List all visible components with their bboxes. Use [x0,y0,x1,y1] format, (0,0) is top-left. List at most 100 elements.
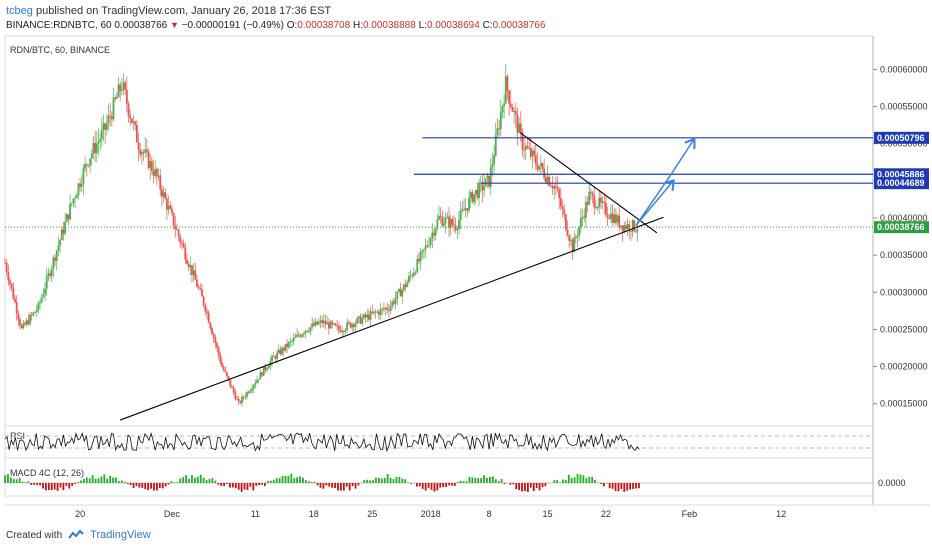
macd-bar [237,483,240,490]
candle-body [326,322,329,325]
candle-body [67,214,70,220]
candle-body [458,219,460,229]
candle-body [154,168,157,176]
candle-body [611,213,614,223]
candle-body [631,220,634,232]
macd-bar [4,475,6,483]
macd-bar [418,483,421,487]
candle-body [566,229,569,236]
macd-bar [483,475,485,483]
x-tick-label-7: 15 [542,509,552,519]
candle-body [508,90,511,104]
candle-body [25,320,28,325]
macd-bar [380,478,383,483]
candle-body [546,176,549,183]
candle-body [344,329,347,332]
candle-body [319,320,322,323]
candle-body [613,214,616,223]
macd-bar [202,477,205,483]
candle-body [469,192,472,198]
candle-body [279,349,282,355]
candle-body [257,379,260,381]
macd-bar [337,483,339,491]
candle-body [448,216,450,228]
candle-body [413,272,415,276]
candle-body [227,376,230,380]
candle-body [184,247,187,260]
candle-body [483,186,485,191]
candle-body [224,370,227,373]
macd-bar [103,474,106,483]
candle-body [130,118,133,123]
candle-body [264,367,267,370]
macd-bar [85,477,88,483]
level-badge-label-0: 0.00050796 [877,133,925,143]
candle-body [399,289,402,297]
candle-body [10,283,13,288]
macd-bar [544,483,547,487]
candle-body [623,225,626,232]
candle-body [620,225,622,228]
macd-bar [182,477,185,483]
macd-bar [474,477,477,483]
candle-body [199,287,202,290]
macd-bar [559,482,561,483]
candle-body [621,225,624,232]
macd-bar [439,483,442,488]
macd-bar [342,483,345,491]
macd-bar [509,483,512,485]
candle-body [266,368,268,370]
candle-body [24,323,26,325]
candle-body [381,308,384,310]
candle-body [428,245,430,247]
candle-body [593,195,596,208]
candle-body [346,322,349,330]
macd-bar [436,483,439,491]
macd-bar [576,473,579,483]
candle-body [578,227,581,237]
tradingview-logo-icon [68,530,84,539]
macd-bar [541,483,544,488]
macd-bar [62,483,65,491]
candle-body [494,135,497,156]
author-name[interactable]: tcbeg [6,5,33,17]
macd-bar [415,483,418,487]
candle-body [491,163,494,168]
macd-label: MACD 4C (12, 26) [10,468,84,478]
macd-bar [579,474,582,483]
macd-bar [471,477,474,483]
macd-bar [503,483,506,485]
rsi-pane: RSI [4,431,873,453]
candle-body [429,238,432,246]
macd-bar [366,479,369,483]
macd-bar [74,483,77,484]
macd-bar [331,483,334,488]
macd-bar [115,477,117,483]
candle-body [100,129,103,140]
macd-bar [68,483,71,489]
candle-body [244,396,247,398]
macd-bar [261,483,263,485]
candle-body [214,337,217,344]
candle-body [72,198,75,204]
candle-body [291,340,294,342]
candle-body [109,115,112,117]
tradingview-brand[interactable]: TradingView [90,529,151,541]
candle-body [4,262,6,264]
macd-bar [340,483,342,491]
candle-body [171,208,173,213]
macd-bar [112,477,114,483]
candle-body [161,189,163,197]
last-price-badge [874,221,929,234]
macd-bar [144,483,147,490]
macd-bar [211,478,214,483]
macd-bar [445,483,447,487]
y-tick-label-7: 0.00025000 [880,324,928,334]
candle-body [574,237,577,239]
candle-body [74,198,77,199]
candle-body [378,311,380,315]
macd-bar [316,483,319,486]
macd-bar [567,474,570,483]
candle-body [140,152,143,155]
